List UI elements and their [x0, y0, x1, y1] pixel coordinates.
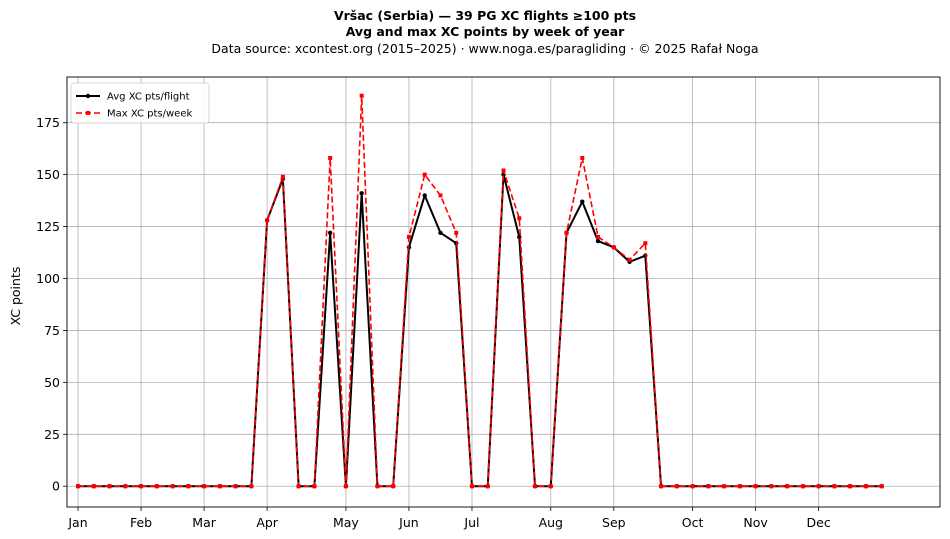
data-point-max: [674, 484, 679, 489]
y-tick-label: 75: [44, 323, 60, 338]
data-point-max: [154, 484, 159, 489]
data-point-max: [265, 218, 270, 223]
data-point-max: [202, 484, 207, 489]
legend-box: [70, 82, 210, 124]
data-point-avg: [327, 230, 333, 235]
data-point-max: [501, 168, 506, 173]
series-layer: [75, 93, 884, 489]
data-point-max: [753, 484, 758, 489]
legend: Avg XC pts/flight Max XC pts/week: [70, 82, 210, 124]
x-tick-label: Oct: [682, 515, 704, 530]
data-point-max: [454, 230, 459, 235]
y-tick-label: 50: [44, 375, 60, 390]
data-point-max: [249, 484, 254, 489]
data-point-max: [722, 484, 727, 489]
x-tick-label: Dec: [807, 515, 831, 530]
data-point-max: [769, 484, 774, 489]
data-point-max: [233, 484, 238, 489]
series-line-max: [78, 94, 882, 488]
data-point-max: [217, 484, 222, 489]
data-point-max: [533, 484, 538, 489]
chart-title-line2: Avg and max XC points by week of year: [345, 24, 625, 39]
y-tick-label: 0: [52, 479, 60, 494]
y-tick-label: 150: [36, 167, 60, 182]
data-point-max: [517, 216, 522, 221]
data-point-max: [359, 93, 364, 98]
data-point-max: [690, 484, 695, 489]
chart-title-line1: Vršac (Serbia) — 39 PG XC flights ≥100 p…: [333, 8, 637, 23]
x-tick-label: Mar: [192, 515, 216, 530]
data-point-max: [438, 193, 443, 198]
data-point-max: [296, 484, 301, 489]
data-point-max: [596, 234, 601, 239]
y-tick-label: 175: [36, 115, 60, 130]
data-point-max: [832, 484, 837, 489]
axes: 0 25 50 75 100 125 150 175 Jan Feb Mar Apr May Jun Jul…: [36, 76, 941, 530]
data-point-avg: [438, 230, 443, 235]
data-point-max: [123, 484, 128, 489]
legend-marker-max: [86, 111, 90, 115]
y-tick-label: 125: [36, 219, 60, 234]
data-point-max: [737, 484, 742, 489]
x-tick-label: Apr: [256, 515, 278, 530]
data-point-max: [343, 484, 348, 489]
data-point-avg: [422, 193, 427, 198]
data-point-max: [91, 484, 96, 489]
plot-frame: [66, 76, 941, 508]
legend-label-avg: Avg XC pts/flight: [107, 92, 190, 103]
data-point-avg: [580, 199, 585, 204]
data-point-max: [186, 484, 191, 489]
data-point-max: [406, 234, 411, 239]
data-point-max: [391, 484, 396, 489]
data-point-max: [611, 245, 616, 250]
data-point-max: [848, 484, 853, 489]
x-tick-label: Jan: [67, 515, 87, 530]
data-point-max: [328, 156, 333, 161]
data-point-max: [375, 484, 380, 489]
data-point-max: [485, 484, 490, 489]
chart-title-block: Vršac (Serbia) — 39 PG XC flights ≥100 p…: [0, 8, 950, 57]
data-point-max: [564, 230, 569, 235]
data-point-max: [422, 172, 427, 177]
x-tick-label: Jun: [398, 515, 419, 530]
x-tick-label: Jul: [463, 515, 479, 530]
data-point-max: [627, 257, 632, 262]
data-point-max: [139, 484, 144, 489]
x-tick-label: Feb: [130, 515, 152, 530]
legend-marker-avg: [85, 93, 91, 99]
x-tick-label: May: [333, 515, 359, 530]
x-tick-label: Aug: [539, 515, 563, 530]
data-point-max: [816, 484, 821, 489]
data-point-max: [800, 484, 805, 489]
x-tick-label: Sep: [602, 515, 626, 530]
data-point-max: [170, 484, 175, 489]
data-point-max: [706, 484, 711, 489]
data-point-max: [785, 484, 790, 489]
data-point-max: [879, 484, 884, 489]
data-point-max: [107, 484, 112, 489]
data-point-max: [312, 484, 317, 489]
y-axis-label: XC points: [8, 267, 23, 326]
data-point-max: [643, 241, 648, 246]
data-point-max: [76, 484, 81, 489]
grid-lines: [67, 77, 940, 507]
data-point-max: [280, 174, 285, 179]
data-point-max: [548, 484, 553, 489]
data-point-max: [863, 484, 868, 489]
legend-label-max: Max XC pts/week: [107, 109, 192, 120]
data-point-max: [469, 484, 474, 489]
data-point-avg: [359, 191, 364, 196]
y-tick-label: 25: [44, 427, 60, 442]
chart-subtitle: Data source: xcontest.org (2015–2025) · …: [211, 41, 759, 56]
data-point-avg: [595, 238, 601, 244]
data-point-max: [659, 484, 664, 489]
x-tick-label: Nov: [743, 515, 768, 530]
data-point-max: [580, 156, 585, 161]
y-tick-label: 100: [36, 271, 60, 286]
